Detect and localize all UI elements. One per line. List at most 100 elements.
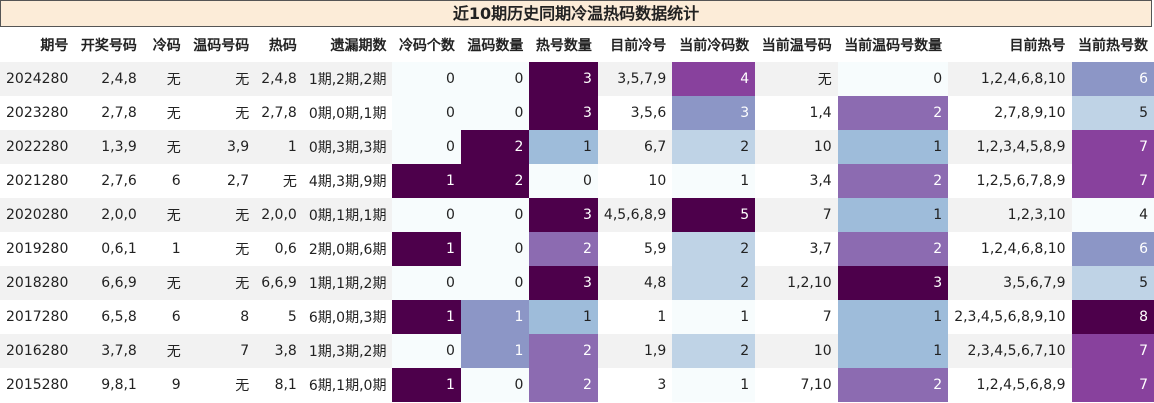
- table-cell: 2期,0期,6期: [302, 232, 393, 266]
- table-cell: 0: [460, 232, 530, 266]
- table-cell: 1: [392, 232, 461, 266]
- table-cell: 0期,1期,1期: [302, 198, 393, 232]
- table-cell: 无: [186, 198, 256, 232]
- table-cell: 1: [460, 300, 530, 334]
- table-cell: 6,7: [597, 130, 673, 164]
- column-header: 当前热号数: [1071, 28, 1154, 62]
- table-cell: 1: [255, 130, 303, 164]
- table-cell: 10: [755, 130, 838, 164]
- table-cell: 2,7,8: [255, 96, 303, 130]
- table-cell: 1: [672, 368, 756, 402]
- table-cell: 1,2,5,6,7,8,9: [948, 164, 1072, 198]
- table-cell: 2,7,6: [74, 164, 143, 198]
- table-cell: 6,6,9: [74, 266, 143, 300]
- column-header: 开奖号码: [74, 28, 143, 62]
- table-cell: 2019280: [0, 232, 75, 266]
- table-cell: 无: [186, 96, 256, 130]
- table-cell: 9,8,1: [74, 368, 143, 402]
- column-header: 温码数量: [460, 28, 530, 62]
- table-cell: 2024280: [0, 62, 75, 96]
- table-cell: 无: [255, 164, 303, 198]
- table-cell: 1,4: [755, 96, 838, 130]
- table-cell: 1,3,9: [74, 130, 143, 164]
- table-cell: 1,2,10: [755, 266, 838, 300]
- table-cell: 3,4: [755, 164, 838, 198]
- table-cell: 1: [460, 334, 530, 368]
- column-header: 热号数量: [529, 28, 598, 62]
- table-cell: 5,9: [597, 232, 673, 266]
- table-cell: 2: [672, 130, 756, 164]
- table-cell: 2: [837, 96, 949, 130]
- table-cell: 1: [529, 130, 598, 164]
- table-cell: 无: [142, 62, 187, 96]
- table-cell: 2020280: [0, 198, 75, 232]
- stats-table: 期号 开奖号码 冷码 温码号码 热码 遗漏期数 冷码个数 温码数量 热号数量 目前冷号 当前冷码数当…: [0, 28, 1154, 402]
- table-cell: 1: [529, 300, 598, 334]
- column-header: 冷码个数: [392, 28, 461, 62]
- table-cell: 1: [392, 300, 461, 334]
- table-cell: 3: [529, 266, 598, 300]
- table-cell: 3,5,6: [597, 96, 673, 130]
- table-cell: 无: [186, 232, 256, 266]
- table-cell: 4: [1071, 198, 1154, 232]
- table-cell: 10: [755, 334, 838, 368]
- table-cell: 4,5,6,8,9: [597, 198, 673, 232]
- table-cell: 3: [529, 198, 598, 232]
- table-cell: 7: [1071, 130, 1154, 164]
- table-cell: 5: [1071, 266, 1154, 300]
- column-header: 目前热号: [948, 28, 1072, 62]
- column-header: 温码号码: [186, 28, 256, 62]
- table-cell: 1: [837, 334, 949, 368]
- table-cell: 3,9: [186, 130, 256, 164]
- table-cell: 2,0,0: [74, 198, 143, 232]
- table-cell: 8: [1071, 300, 1154, 334]
- table-cell: 0: [392, 334, 461, 368]
- table-title: 近10期历史同期冷温热码数据统计: [0, 0, 1152, 27]
- table-cell: 0: [460, 62, 530, 96]
- table-cell: 无: [142, 130, 187, 164]
- table-cell: 无: [142, 334, 187, 368]
- table-cell: 2018280: [0, 266, 75, 300]
- table-cell: 2,3,4,5,6,7,10: [948, 334, 1072, 368]
- table-cell: 1: [837, 198, 949, 232]
- table-cell: 7: [1071, 334, 1154, 368]
- table-cell: 2,0,0: [255, 198, 303, 232]
- table-cell: 0期,0期,1期: [302, 96, 393, 130]
- table-cell: 8: [186, 300, 256, 334]
- table-row: 2018280 6,6,9 无无 6,6,9 1期,1期,2期 0 0 3 4,8 2 1,2,10…: [0, 266, 1154, 300]
- table-cell: 4: [672, 62, 756, 96]
- table-cell: 9: [142, 368, 187, 402]
- table-cell: 0: [460, 198, 530, 232]
- table-cell: 0: [392, 266, 461, 300]
- table-cell: 1期,2期,2期: [302, 62, 393, 96]
- table-cell: 2,3,4,5,6,8,9,10: [948, 300, 1072, 334]
- table-cell: 2: [837, 232, 949, 266]
- table-cell: 0: [460, 266, 530, 300]
- table-cell: 2,7,8,9,10: [948, 96, 1072, 130]
- table-cell: 0: [392, 96, 461, 130]
- table-cell: 1: [142, 232, 187, 266]
- table-cell: 无: [755, 62, 838, 96]
- table-cell: 无: [186, 266, 256, 300]
- table-cell: 1,2,4,6,8,10: [948, 232, 1072, 266]
- table-cell: 3: [837, 266, 949, 300]
- table-cell: 2,7: [186, 164, 256, 198]
- column-header: 目前冷号: [597, 28, 673, 62]
- table-cell: 2: [460, 164, 530, 198]
- table-cell: 3,5,7,9: [597, 62, 673, 96]
- table-row: 2022280 1,3,9 无 3,9 1 0期,3期,3期 0 2 1 6,7 2 10 1 1,2,3…: [0, 130, 1154, 164]
- column-header: 冷码: [142, 28, 187, 62]
- table-cell: 0: [392, 130, 461, 164]
- table-cell: 2015280: [0, 368, 75, 402]
- table-cell: 1: [837, 130, 949, 164]
- table-cell: 1,2,3,4,5,8,9: [948, 130, 1072, 164]
- table-cell: 6期,0期,3期: [302, 300, 393, 334]
- table-cell: 0: [392, 62, 461, 96]
- table-cell: 1: [672, 300, 756, 334]
- table-cell: 3: [672, 96, 756, 130]
- table-cell: 0: [460, 368, 530, 402]
- table-cell: 无: [142, 96, 187, 130]
- table-cell: 2,4,8: [74, 62, 143, 96]
- table-cell: 3,8: [255, 334, 303, 368]
- table-cell: 2021280: [0, 164, 75, 198]
